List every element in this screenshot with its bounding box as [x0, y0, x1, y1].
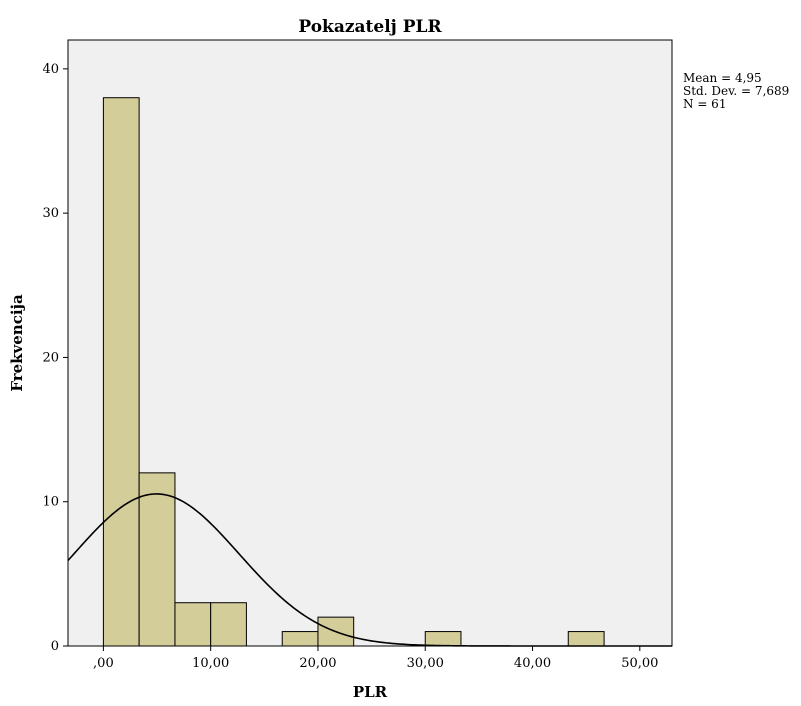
histogram-bar-6: [424, 631, 462, 647]
x-tick-label: 40,00: [514, 656, 551, 671]
y-tick-label: 40: [42, 62, 59, 77]
stats-std-dev: Std. Dev. = 7,689: [683, 84, 789, 98]
x-axis: ,00 10,00 20,00 30,00 40,00 50,00: [93, 646, 658, 671]
chart-title: Pokazatelj PLR: [298, 17, 442, 37]
x-tick-label: 10,00: [192, 656, 229, 671]
histogram-bar-2: [174, 602, 212, 647]
y-tick-label: 0: [51, 639, 59, 654]
y-tick-label: 20: [42, 350, 59, 365]
histogram-bar-4: [281, 631, 319, 647]
histogram-bar-0: [102, 97, 140, 647]
y-tick-label: 10: [42, 495, 59, 510]
stats-mean: Mean = 4,95: [683, 71, 762, 85]
y-axis: 0 10 20 30 40: [42, 62, 68, 654]
x-tick-label: 20,00: [299, 656, 336, 671]
stats-box: Mean = 4,95 Std. Dev. = 7,689 N = 61: [683, 71, 789, 111]
stats-n: N = 61: [683, 97, 726, 111]
plot-frame: [67, 39, 673, 647]
x-tick-label: 30,00: [407, 656, 444, 671]
histogram-bar-1: [138, 472, 176, 647]
x-axis-label: PLR: [353, 683, 388, 701]
histogram-bar-7: [567, 631, 605, 647]
bars-layer: [102, 97, 605, 647]
x-tick-label: 50,00: [621, 656, 658, 671]
y-tick-label: 30: [42, 206, 59, 221]
y-axis-label: Frekvencija: [8, 294, 26, 392]
x-tick-label: ,00: [93, 656, 114, 671]
histogram-bar-3: [210, 602, 247, 647]
